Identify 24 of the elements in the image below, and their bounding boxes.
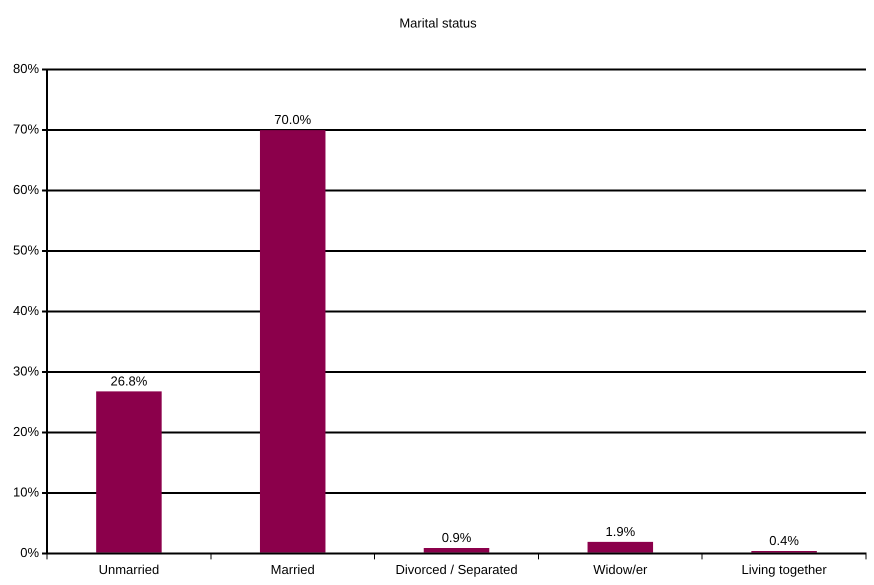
y-tick-label: 40% <box>12 303 40 318</box>
bar <box>96 391 162 552</box>
chart-title: Marital status <box>399 15 478 30</box>
data-label: 0.4% <box>769 533 800 548</box>
bar <box>588 542 654 552</box>
y-tick-label: 10% <box>12 484 40 500</box>
bar <box>260 130 326 552</box>
y-tick-label: 20% <box>12 424 40 440</box>
data-label: 26.8% <box>110 373 148 388</box>
y-tick-label: 60% <box>12 182 40 198</box>
y-tick-label: 0% <box>20 544 40 560</box>
bar <box>424 548 490 552</box>
x-tick-label: Living together <box>741 562 828 577</box>
data-label: 70.0% <box>274 112 312 128</box>
y-tick-label: 50% <box>12 242 40 258</box>
x-tick-label: Married <box>270 562 315 577</box>
y-tick-label: 80% <box>12 61 40 76</box>
y-tick-label: 70% <box>12 122 40 137</box>
x-tick-label: Divorced / Separated <box>395 562 518 577</box>
y-tick-label: 30% <box>12 364 40 379</box>
x-tick-label: Unmarried <box>98 562 160 577</box>
x-tick-label: Widow/er <box>593 562 648 577</box>
data-label: 0.9% <box>442 530 472 546</box>
data-label: 1.9% <box>605 524 636 539</box>
